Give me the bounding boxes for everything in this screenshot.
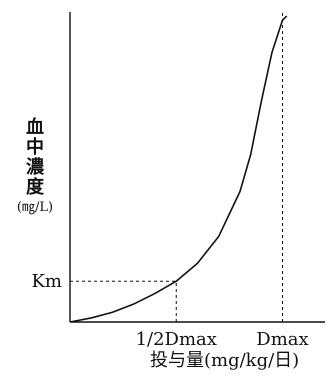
y-axis-label-char-4: 度	[26, 177, 44, 198]
dose-concentration-curve-dashed	[281, 15, 288, 21]
y-axis-label-char-1: 血	[26, 117, 44, 138]
x-tick-label-dmax: Dmax	[256, 329, 308, 350]
y-axis-unit: (㎎/L)	[16, 200, 54, 215]
y-axis-label-char-3: 濃	[26, 157, 44, 178]
dose-concentration-curve	[69, 19, 284, 323]
x-tick-label-1-2dmax: 1/2Dmax	[136, 329, 217, 350]
y-axis-label-char-2: 中	[26, 137, 44, 158]
x-axis-label: 投与量(mg/kg/日)	[150, 350, 300, 371]
y-tick-label-km: Km	[31, 271, 62, 292]
plot-area: Km 1/2Dmax Dmax	[31, 12, 325, 350]
